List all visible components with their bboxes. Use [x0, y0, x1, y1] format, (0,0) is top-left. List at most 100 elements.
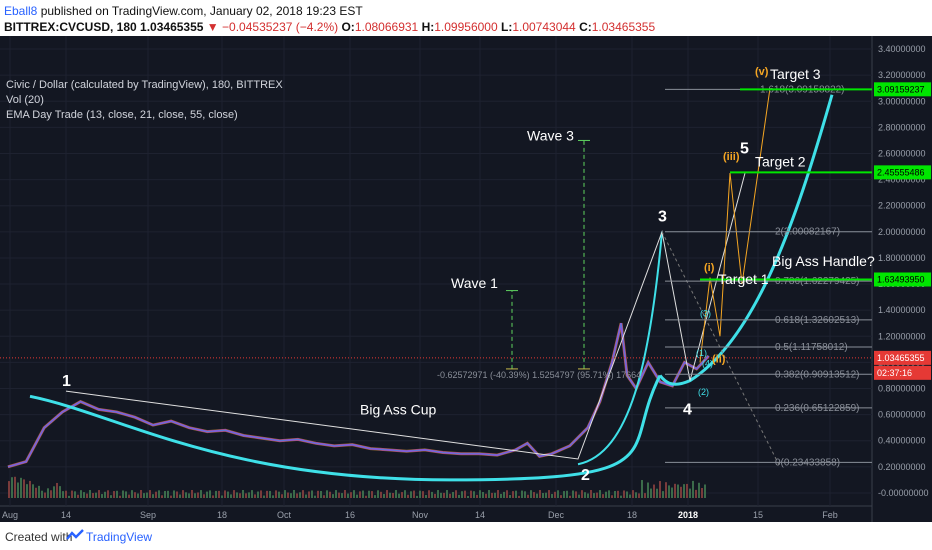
volume-bar [86, 493, 88, 498]
volume-bar [638, 493, 640, 498]
y-tick-label: 2.00000000 [878, 227, 926, 237]
volume-bar [170, 495, 172, 498]
volume-bar [443, 492, 445, 498]
volume-bar [50, 490, 52, 498]
y-tick-label: 2.60000000 [878, 149, 926, 159]
fib-level-label: 0.5(1.11758012) [775, 342, 848, 353]
volume-bar [158, 490, 160, 498]
volume-bar [134, 492, 136, 498]
price-chart-svg[interactable]: 3.40000000 3.20000000 3.00000000 2.80000000… [0, 36, 932, 522]
volume-bar [293, 490, 295, 498]
volume-bar [248, 492, 250, 498]
volume-bar [107, 490, 109, 498]
published-text: published on TradingView.com, January 02… [40, 4, 363, 18]
volume-bar [500, 493, 502, 498]
volume-bar [161, 495, 163, 498]
chart-area[interactable]: 3.40000000 3.20000000 3.00000000 2.80000000… [0, 36, 932, 522]
volume-bar [20, 477, 22, 498]
volume-bar [584, 492, 586, 498]
volume-bar [557, 490, 559, 498]
footer: Created with TradingView [0, 522, 932, 550]
tradingview-brand-link[interactable]: TradingView [86, 530, 153, 544]
volume-bar [263, 495, 265, 498]
author-link[interactable]: Eball8 [4, 4, 38, 18]
volume-bar [53, 486, 55, 498]
chart-header: Eball8 published on TradingView.com, Jan… [0, 0, 932, 36]
volume-bar [239, 493, 241, 498]
volume-bar [620, 495, 622, 498]
volume-bar [440, 492, 442, 498]
volume-bar [296, 493, 298, 498]
volume-bar [245, 493, 247, 498]
volume-bar [491, 492, 493, 498]
volume-bar [428, 490, 430, 498]
x-tick-label: 14 [475, 510, 485, 520]
volume-bar [368, 490, 370, 498]
volume-bar [56, 482, 58, 498]
volume-bar [479, 490, 481, 498]
y-tick-label: 3.00000000 [878, 96, 926, 106]
volume-bar [206, 491, 208, 498]
volume-bar [449, 493, 451, 498]
volume-bar [128, 494, 130, 498]
volume-bar [524, 491, 526, 498]
wave1-label: Wave 1 [451, 275, 498, 291]
volume-bar [377, 490, 379, 498]
volume-bar [203, 494, 205, 498]
volume-bar [212, 495, 214, 498]
open-value: 1.08066931 [354, 20, 419, 34]
volume-bar [218, 490, 220, 498]
volume-bar [62, 491, 64, 498]
volume-bar [320, 491, 322, 498]
volume-bar [38, 485, 40, 498]
volume-bar [389, 492, 391, 498]
volume-bar [83, 492, 85, 498]
volume-bar [677, 484, 679, 498]
volume-bar [593, 493, 595, 498]
volume-bars [8, 476, 706, 498]
volume-bar [401, 492, 403, 498]
volume-bar [254, 494, 256, 498]
volume-bar [356, 494, 358, 498]
x-tick-label: 2018 [678, 510, 698, 520]
fib-trend-line [661, 231, 781, 468]
volume-bar [119, 495, 121, 498]
x-tick-label: 18 [627, 510, 637, 520]
elliott-3-label: 3 [658, 208, 667, 225]
volume-bar [344, 490, 346, 498]
volume-bar [464, 490, 466, 498]
volume-bar [662, 491, 664, 498]
subwave-3-label: (3) [700, 309, 711, 319]
y-tick-label: 2.20000000 [878, 201, 926, 211]
volume-bar [251, 490, 253, 498]
volume-bar [179, 494, 181, 498]
volume-bar [302, 490, 304, 498]
volume-bar [494, 492, 496, 498]
volume-bar [533, 492, 535, 498]
target1-label: Target 1 [718, 271, 769, 287]
fib-level-label: 0.236(0.65122859) [775, 403, 860, 414]
volume-bar [623, 490, 625, 498]
y-tick-label: 0.80000000 [878, 384, 926, 394]
volume-bar [164, 490, 166, 498]
volume-bar [611, 495, 613, 498]
wave3-curve [577, 231, 663, 466]
price-tag-label: 02:37:16 [877, 368, 912, 378]
x-tick-label: Nov [412, 510, 429, 520]
subwave-2-label: (2) [698, 387, 709, 397]
y-tick-label: 0.60000000 [878, 410, 926, 420]
created-with-text: Created with [5, 530, 73, 544]
volume-bar [143, 493, 145, 498]
volume-bar [650, 488, 652, 498]
volume-bar [260, 490, 262, 498]
high-value: 1.09956000 [434, 20, 498, 34]
volume-bar [689, 488, 691, 498]
price-tag-label: 2.45555486 [877, 167, 925, 177]
volume-bar [380, 491, 382, 498]
volume-bar [116, 490, 118, 498]
volume-bar [230, 494, 232, 498]
volume-bar [512, 491, 514, 498]
low-value: 1.00743044 [512, 20, 576, 34]
volume-bar [347, 493, 349, 498]
subwave-iii-label: (iii) [723, 151, 740, 163]
